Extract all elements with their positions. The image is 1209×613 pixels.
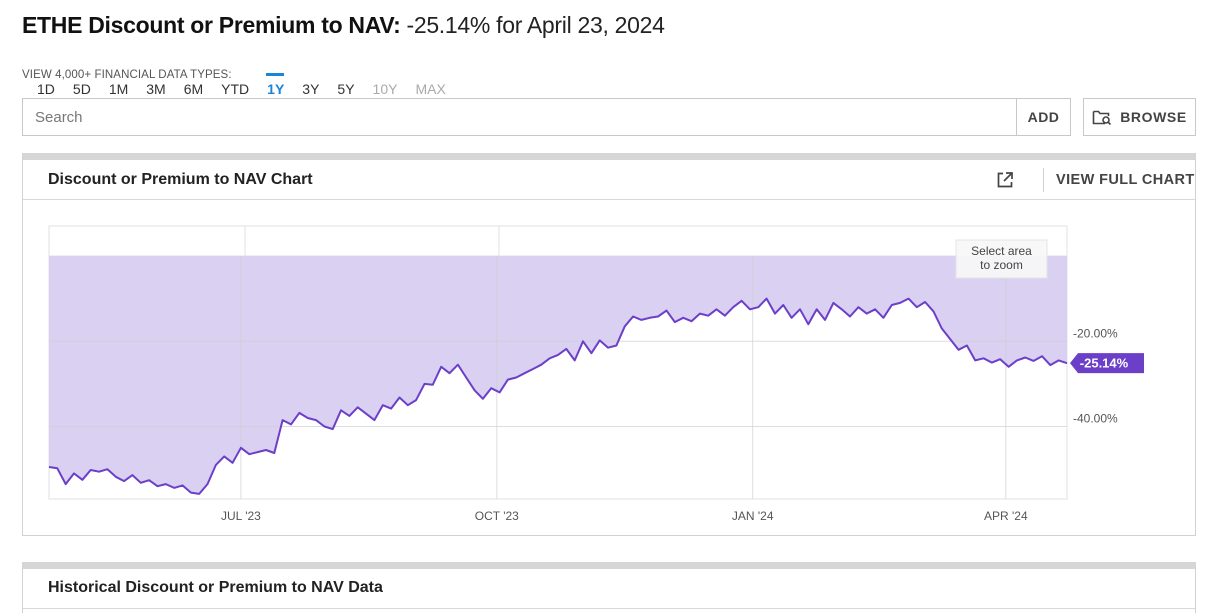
browse-button[interactable]: BROWSE: [1083, 98, 1196, 136]
view-full-chart-link[interactable]: VIEW FULL CHART: [1056, 172, 1195, 188]
x-tick-label: JUL '23: [221, 509, 261, 523]
y-tick-label: -20.00%: [1073, 326, 1118, 340]
y-tick-label: -40.00%: [1073, 412, 1118, 426]
history-panel-title: Historical Discount or Premium to NAV Da…: [48, 579, 383, 596]
x-tick-label: JAN '24: [732, 509, 774, 523]
page-title-value: -25.14% for April 23, 2024: [406, 12, 665, 38]
x-tick-label: APR '24: [984, 509, 1028, 523]
x-tick-label: OCT '23: [475, 509, 519, 523]
range-button-ytd[interactable]: YTD: [221, 81, 250, 97]
external-link-icon[interactable]: [995, 170, 1015, 190]
range-button-1d[interactable]: 1D: [37, 81, 55, 97]
range-button-max: MAX: [415, 81, 446, 97]
chart-panel-title: Discount or Premium to NAV Chart: [48, 171, 313, 188]
range-button-10y: 10Y: [372, 81, 398, 97]
page-title: ETHE Discount or Premium to NAV: -25.14% …: [22, 12, 665, 39]
range-selector: 1D 5D 1M 3M 6M YTD 1Y 3Y 5Y 10Y MAX: [27, 73, 477, 101]
folder-search-icon: [1092, 110, 1112, 126]
range-button-1m[interactable]: 1M: [108, 81, 129, 97]
history-panel: Historical Discount or Premium to NAV Da…: [22, 562, 1196, 613]
header-divider: [1043, 168, 1044, 192]
range-button-1y[interactable]: 1Y: [257, 73, 292, 101]
browse-label: BROWSE: [1120, 109, 1187, 125]
search-box: ADD: [22, 98, 1071, 136]
range-button-5d[interactable]: 5D: [72, 81, 91, 97]
add-button[interactable]: ADD: [1016, 99, 1070, 135]
history-panel-divider: [23, 608, 1195, 609]
zoom-hint-box: [955, 239, 1048, 279]
range-button-6m[interactable]: 6M: [183, 81, 204, 97]
last-value-badge: [1070, 353, 1144, 374]
page-title-ticker: ETHE Discount or Premium to NAV:: [22, 12, 401, 38]
data-types-label: VIEW 4,000+ FINANCIAL DATA TYPES:: [22, 69, 232, 81]
range-button-3m[interactable]: 3M: [146, 81, 166, 97]
chart-panel-header: Discount or Premium to NAV Chart VIEW FU…: [23, 160, 1195, 200]
last-value-label: -25.14%: [1080, 356, 1129, 371]
search-row: ADD BROWSE: [22, 98, 1196, 136]
range-button-3y[interactable]: 3Y: [302, 81, 320, 97]
zoom-hint-text: Select area: [971, 244, 1032, 258]
series-line: [48, 297, 1068, 495]
chart-panel: Discount or Premium to NAV Chart VIEW FU…: [22, 153, 1196, 536]
zoom-hint-text: to zoom: [980, 258, 1023, 272]
search-input[interactable]: [23, 99, 1016, 135]
range-button-5y[interactable]: 5Y: [337, 81, 355, 97]
